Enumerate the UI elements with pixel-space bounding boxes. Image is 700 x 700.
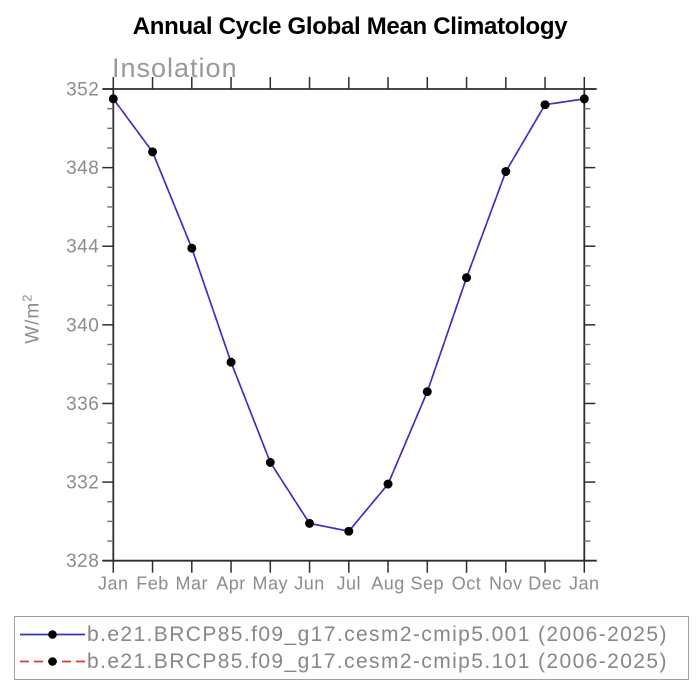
legend: b.e21.BRCP85.f09_g17.cesm2-cmip5.001 (20… [14,616,689,680]
svg-text:336: 336 [66,394,99,415]
svg-text:Jun: Jun [294,574,325,594]
svg-text:328: 328 [66,551,99,572]
svg-text:348: 348 [66,158,99,179]
svg-text:Mar: Mar [176,574,209,594]
svg-text:Jan: Jan [569,574,600,594]
chart-title: Annual Cycle Global Mean Climatology [132,13,568,40]
svg-text:May: May [253,574,289,594]
svg-text:Jul: Jul [337,574,362,594]
legend-line-sample-red-dashed [20,657,85,666]
svg-text:Sep: Sep [411,574,445,594]
svg-text:Feb: Feb [136,574,169,594]
svg-text:Apr: Apr [216,574,246,594]
svg-text:340: 340 [66,315,99,336]
svg-text:Nov: Nov [489,574,523,594]
svg-text:344: 344 [66,237,99,258]
legend-label: b.e21.BRCP85.f09_g17.cesm2-cmip5.101 (20… [87,649,668,673]
svg-text:Dec: Dec [528,574,562,594]
legend-item: b.e21.BRCP85.f09_g17.cesm2-cmip5.101 (20… [19,648,688,675]
legend-item: b.e21.BRCP85.f09_g17.cesm2-cmip5.001 (20… [19,621,688,648]
svg-text:Jan: Jan [98,574,129,594]
legend-line-sample-blue-solid [20,630,85,639]
svg-text:332: 332 [66,473,99,494]
svg-text:Oct: Oct [452,574,482,594]
chart-subtitle: Insolation [112,53,238,83]
legend-label: b.e21.BRCP85.f09_g17.cesm2-cmip5.001 (20… [87,622,668,646]
svg-text:Aug: Aug [371,574,405,594]
svg-text:352: 352 [66,80,99,101]
